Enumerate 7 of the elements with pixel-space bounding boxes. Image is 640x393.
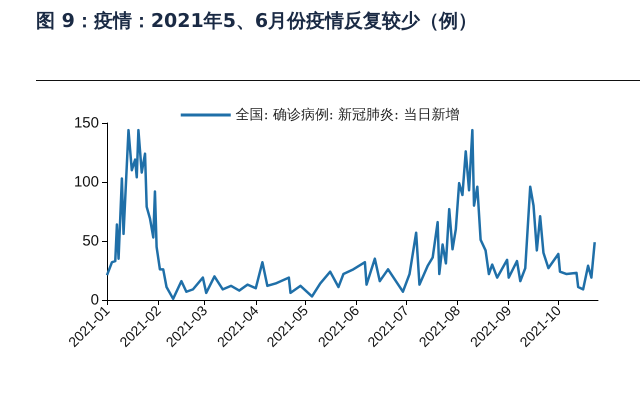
y-tick-label: 100 [74, 174, 99, 190]
y-tick-label: 50 [82, 232, 99, 250]
y-tick-label: 150 [74, 114, 99, 132]
y-tick-label: 0 [90, 292, 99, 308]
chart-title: 图 9：疫情：2021年5、6月份疫情反复较少（例） [36, 9, 478, 34]
line-series [106, 128, 596, 300]
legend-label: 全国: 确诊病例: 新冠肺炎: 当日新增 [236, 107, 460, 123]
